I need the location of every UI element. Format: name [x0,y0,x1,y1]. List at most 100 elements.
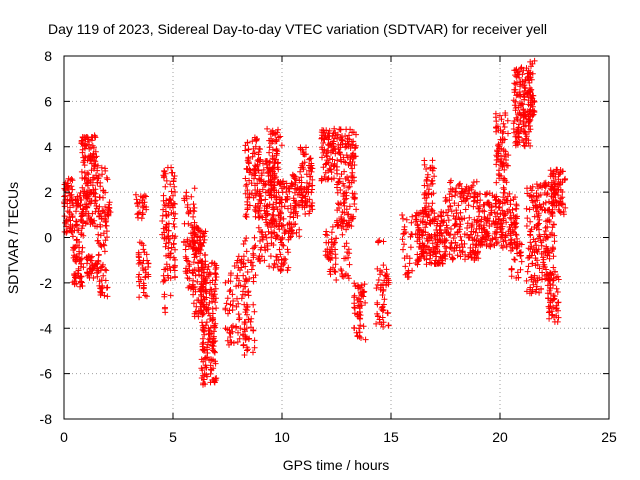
data-point [534,261,541,268]
data-point [291,197,298,204]
data-point [550,304,557,311]
data-point [348,162,354,169]
data-point [423,194,430,201]
data-point [262,247,269,254]
data-point [207,366,214,373]
data-point [351,177,357,184]
data-point [245,146,252,153]
data-point [510,212,517,219]
data-point [514,213,520,220]
data-point [428,247,435,253]
data-point [525,67,532,74]
data-point [513,205,520,212]
data-point [402,271,409,278]
data-point [512,105,519,111]
data-point [74,270,81,277]
data-point [169,232,176,239]
data-point [414,230,421,237]
data-point [293,229,300,236]
data-point [544,223,551,230]
data-point [260,160,266,167]
data-point [482,191,489,198]
data-point [525,77,532,84]
data-point [224,295,231,302]
data-point [474,232,481,239]
data-point [526,108,533,115]
data-point [547,167,554,174]
data-point [529,92,536,99]
data-point [137,259,144,266]
data-point [517,253,524,259]
data-point [282,256,289,263]
data-point [343,226,350,233]
data-point [260,166,267,173]
data-point [301,204,308,211]
data-point [265,169,271,176]
data-point [539,276,545,283]
data-point [169,202,176,209]
data-point [191,234,198,241]
data-point [491,209,498,216]
data-point [360,293,367,300]
data-point [259,253,265,260]
data-point [243,235,250,242]
data-point [202,322,209,329]
data-point [227,330,234,337]
data-point [334,131,341,138]
data-point [292,200,299,207]
data-point [527,142,534,149]
data-point [448,245,455,252]
data-point [84,260,90,267]
data-point [534,197,541,204]
data-point [454,229,461,236]
data-point [246,202,253,209]
data-point [516,139,523,146]
data-point [514,269,521,276]
data-point [517,93,524,100]
data-point [211,348,218,355]
data-point [443,196,450,203]
data-point [513,114,520,121]
x-tick-label: 5 [169,429,177,445]
data-point [328,229,335,236]
data-point [500,136,506,142]
data-point [332,269,339,275]
data-point [191,219,198,226]
data-point [423,166,430,172]
data-point [529,260,536,267]
data-point [275,126,281,133]
data-point [195,245,202,252]
data-point [512,256,518,263]
data-point [252,143,259,150]
data-point [362,299,369,306]
data-point [424,174,431,181]
data-point [424,182,431,189]
data-point [418,246,425,252]
data-point [104,176,111,183]
data-point [302,197,309,204]
data-point [251,344,258,351]
data-point [238,295,245,302]
data-point [457,233,464,240]
data-point [469,237,476,244]
data-point [85,200,92,207]
data-point [65,216,71,223]
data-point [200,339,207,346]
data-point [250,262,256,269]
data-point [256,214,263,221]
data-point [325,176,331,183]
data-point [90,220,96,227]
data-point [503,162,510,169]
data-point [67,204,73,211]
data-point [379,314,386,321]
data-point [143,251,150,258]
data-point [426,186,432,193]
data-point [504,199,511,205]
data-point [167,254,174,261]
data-point [380,323,387,330]
data-point [243,165,250,172]
data-point [132,191,139,198]
data-point [557,200,564,207]
data-point [268,191,275,198]
data-point [493,200,500,207]
